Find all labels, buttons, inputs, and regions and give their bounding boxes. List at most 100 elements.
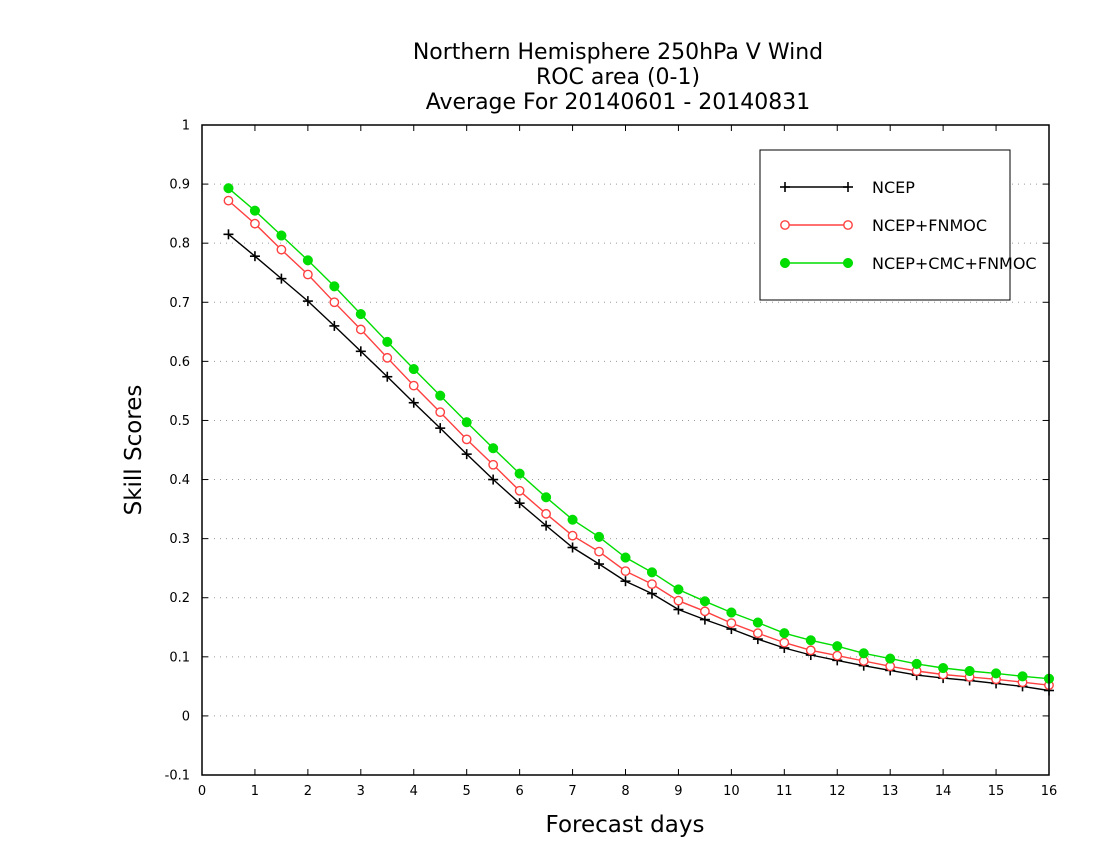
- x-tick-label: 10: [723, 784, 740, 799]
- data-point-ncep-cmc-fnmoc: [249, 205, 260, 216]
- data-point-ncep-fnmoc: [302, 269, 313, 280]
- data-point-ncep-cmc-fnmoc: [699, 596, 710, 607]
- data-point-ncep-cmc-fnmoc: [779, 628, 790, 639]
- y-tick-label: 0.6: [169, 355, 190, 370]
- x-tick-label: 16: [1041, 784, 1058, 799]
- data-point-ncep-cmc-fnmoc: [938, 662, 949, 674]
- x-tick-label: 4: [410, 784, 418, 799]
- data-point-ncep-cmc-fnmoc: [382, 336, 393, 347]
- x-tick-label: 5: [463, 784, 471, 799]
- chart-title-line-1: Northern Hemisphere 250hPa V Wind: [413, 40, 823, 65]
- x-tick-label: 2: [304, 784, 312, 799]
- data-point-ncep-fnmoc: [567, 530, 578, 541]
- y-axis-label: Skill Scores: [121, 385, 147, 516]
- y-tick-label: 0.9: [169, 178, 190, 193]
- chart-title: Northern Hemisphere 250hPa V Wind ROC ar…: [413, 40, 823, 115]
- y-tick-label: 0.4: [169, 473, 190, 488]
- y-tick-label: 0.3: [169, 532, 190, 547]
- x-tick-label: 3: [357, 784, 365, 799]
- data-point-ncep-fnmoc: [752, 628, 763, 639]
- y-tick-label: 0.2: [169, 591, 190, 606]
- x-tick-label: 14: [935, 784, 952, 799]
- y-tick-label: 0.7: [169, 296, 190, 311]
- series-ncep-fnmoc: [223, 195, 1054, 691]
- data-point-ncep-cmc-fnmoc: [832, 641, 843, 652]
- data-point-ncep-fnmoc: [620, 566, 631, 577]
- data-point-ncep-cmc-fnmoc: [593, 531, 605, 542]
- axis-ticks: -0.100.10.20.30.40.50.60.70.80.910 1 2 3 4 5 6…: [165, 119, 1058, 800]
- data-point-ncep-fnmoc: [435, 407, 446, 418]
- data-point-ncep-cmc-fnmoc: [673, 584, 684, 595]
- data-point-ncep-fnmoc: [805, 645, 816, 656]
- data-point-ncep-fnmoc: [223, 195, 234, 206]
- series-ncep-cmc-fnmoc: [223, 183, 1055, 684]
- data-point-ncep-fnmoc: [726, 618, 737, 629]
- data-point-ncep-cmc-fnmoc: [842, 257, 854, 269]
- x-tick-label: 12: [829, 784, 846, 799]
- data-point-ncep-cmc-fnmoc: [911, 658, 922, 669]
- series-lines: [223, 183, 1055, 696]
- legend-label-ncep-fnmoc: NCEP+FNMOC: [872, 216, 987, 235]
- x-tick-label: 7: [568, 784, 576, 799]
- data-point-ncep-fnmoc: [514, 485, 525, 496]
- data-point-ncep-cmc-fnmoc: [779, 257, 791, 269]
- data-point-ncep-fnmoc: [461, 434, 472, 445]
- data-point-ncep-cmc-fnmoc: [805, 635, 816, 646]
- x-tick-label: 11: [776, 784, 793, 799]
- chart-title-line-2: ROC area (0-1): [536, 65, 700, 90]
- data-point-ncep-cmc-fnmoc: [435, 390, 446, 401]
- data-point-ncep-fnmoc: [276, 244, 287, 255]
- data-point-ncep-fnmoc: [329, 297, 340, 308]
- x-tick-label: 9: [674, 784, 682, 799]
- series-line-ncep: [228, 233, 1050, 692]
- data-point-ncep-cmc-fnmoc: [752, 617, 763, 628]
- data-point-ncep-cmc-fnmoc: [991, 668, 1002, 679]
- chart-title-line-3: Average For 20140601 - 20140831: [426, 90, 811, 115]
- data-point-ncep-fnmoc: [700, 606, 710, 617]
- data-point-ncep-fnmoc: [843, 220, 853, 230]
- x-axis-label: Forecast days: [546, 812, 705, 838]
- y-tick-label: 1: [182, 119, 190, 134]
- data-point-ncep-cmc-fnmoc: [964, 665, 975, 677]
- legend-label-ncep-cmc-fnmoc: NCEP+CMC+FNMOC: [872, 254, 1037, 273]
- data-point-ncep-cmc-fnmoc: [646, 567, 658, 578]
- data-point-ncep-fnmoc: [250, 218, 260, 229]
- legend-entry-ncep-cmc-fnmoc: NCEP+CMC+FNMOC: [779, 254, 1037, 273]
- y-tick-label: 0.8: [169, 237, 190, 252]
- data-point-ncep-cmc-fnmoc: [329, 281, 340, 292]
- data-point-ncep-fnmoc: [488, 459, 499, 470]
- x-tick-label: 15: [988, 784, 1005, 799]
- x-tick-label: 8: [621, 784, 629, 799]
- legend-entry-ncep-fnmoc: NCEP+FNMOC: [780, 216, 987, 235]
- x-tick-label: 0: [198, 784, 206, 799]
- data-point-ncep-fnmoc: [594, 546, 604, 557]
- data-point-ncep-cmc-fnmoc: [858, 648, 869, 659]
- data-point-ncep-fnmoc: [780, 220, 790, 230]
- data-point-ncep-fnmoc: [382, 352, 393, 363]
- data-point-ncep-cmc-fnmoc: [726, 607, 737, 618]
- legend: NCEP NCEP+FNMOC NCEP+CMC+FNMOC: [759, 149, 1037, 301]
- legend-entry-ncep: NCEP: [780, 178, 915, 197]
- data-point-ncep-cmc-fnmoc: [488, 443, 499, 454]
- data-point-ncep-fnmoc: [355, 324, 366, 335]
- data-point-ncep-cmc-fnmoc: [1017, 671, 1028, 682]
- data-point-ncep-cmc-fnmoc: [276, 230, 287, 241]
- x-tick-label: 6: [515, 784, 523, 799]
- y-tick-label: 0.5: [169, 414, 190, 429]
- data-point-ncep-cmc-fnmoc: [461, 417, 472, 428]
- data-point-ncep-fnmoc: [408, 380, 419, 391]
- data-point-ncep-cmc-fnmoc: [302, 255, 313, 266]
- data-point-ncep-cmc-fnmoc: [514, 468, 525, 479]
- data-point-ncep-cmc-fnmoc: [355, 309, 366, 320]
- data-point-ncep-cmc-fnmoc: [223, 183, 234, 194]
- data-point-ncep-fnmoc: [832, 650, 843, 661]
- data-point-ncep-cmc-fnmoc: [408, 363, 419, 375]
- y-tick-label: -0.1: [165, 769, 190, 784]
- x-tick-label: 13: [882, 784, 899, 799]
- plot-area-frame: [201, 124, 1050, 776]
- data-point-ncep-cmc-fnmoc: [541, 492, 552, 503]
- x-tick-label: 1: [251, 784, 259, 799]
- y-tick-label: 0: [182, 709, 190, 724]
- legend-label-ncep: NCEP: [872, 178, 915, 197]
